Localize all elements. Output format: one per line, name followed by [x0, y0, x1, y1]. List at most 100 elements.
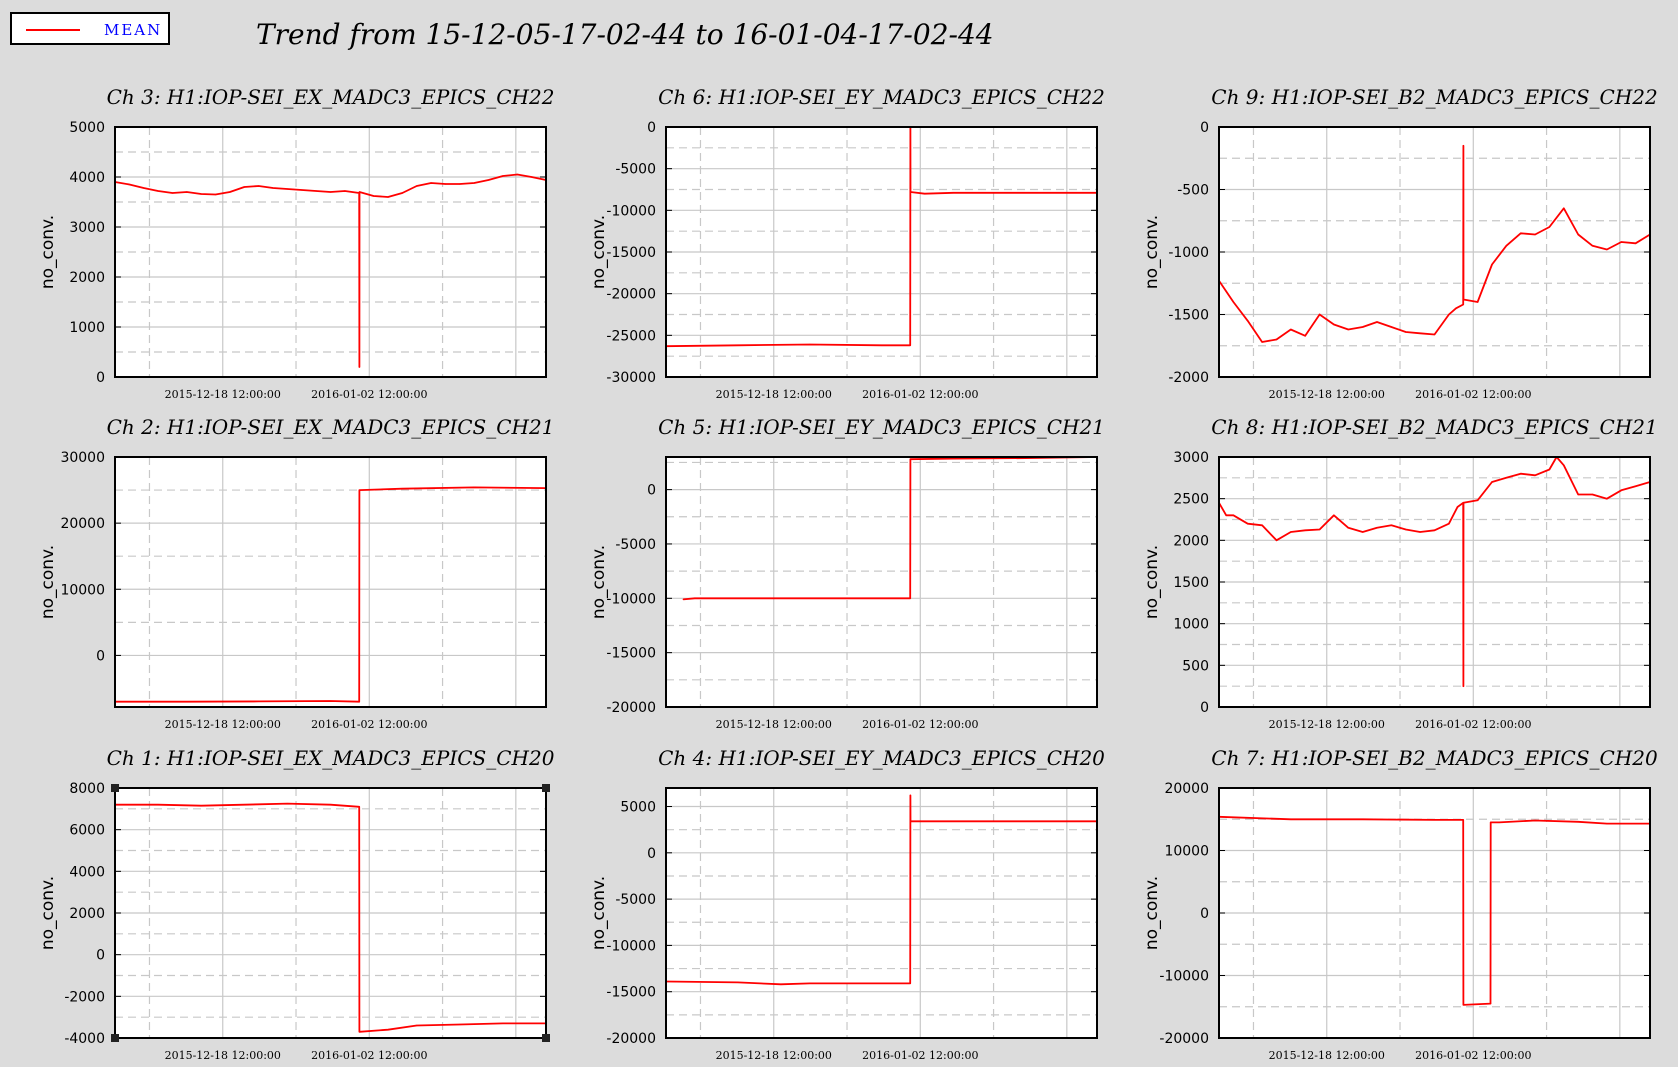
data-point: [1477, 301, 1479, 303]
data-point: [1232, 301, 1234, 303]
plot-frame: [665, 787, 1098, 1039]
data-point: [1462, 298, 1465, 301]
data-point: [157, 190, 159, 192]
data-point: [952, 458, 954, 460]
data-point: [1376, 321, 1378, 323]
chart-panel: -20000 -10000 0 10000 20000 2015-12-18 12:00:…: [1142, 746, 1658, 1062]
data-point: [1498, 821, 1500, 823]
chart-title: Ch 9: H1:IOP-SEI_B2_MADC3_EPICS_CH22: [1211, 85, 1657, 109]
y-tick-label: -10000: [1159, 969, 1209, 985]
data-point: [1024, 192, 1026, 194]
data-point: [502, 175, 504, 177]
data-point: [1620, 489, 1622, 491]
data-point: [1491, 263, 1493, 266]
data-point: [1261, 341, 1263, 343]
data-point: [358, 489, 360, 491]
data-point: [1577, 493, 1579, 496]
data-point: [1362, 326, 1364, 328]
data-point: [952, 820, 954, 822]
y-tick-label: 30000: [60, 450, 105, 466]
data-point: [143, 187, 145, 189]
data-point: [1433, 529, 1436, 531]
y-axis-label: no_conv.: [1142, 545, 1162, 619]
data-point: [1505, 245, 1507, 247]
y-tick-label: 6000: [69, 823, 105, 839]
data-point: [1477, 499, 1479, 501]
data-point: [1290, 328, 1292, 331]
data-point: [737, 597, 739, 599]
y-tick-label: 0: [647, 120, 656, 136]
x-tick-label: 2016-01-02 12:00:00: [1415, 718, 1531, 731]
data-point: [780, 983, 782, 985]
chart-title: Ch 2: H1:IOP-SEI_EX_MADC3_EPICS_CH21: [107, 415, 555, 439]
data-point: [358, 1031, 360, 1033]
data-point: [459, 183, 461, 185]
data-point: [444, 183, 447, 185]
data-point: [694, 597, 696, 599]
x-tick-label: 2015-12-18 12:00:00: [165, 718, 281, 731]
y-tick-label: -5000: [615, 537, 656, 553]
x-tick-label: 2015-12-18 12:00:00: [165, 388, 281, 401]
data-point: [1390, 524, 1392, 526]
data-point: [1275, 338, 1278, 341]
data-point: [1606, 823, 1608, 825]
data-point: [909, 191, 912, 193]
data-point: [1304, 335, 1306, 337]
y-tick-label: 20000: [60, 516, 105, 532]
x-tick-label: 2015-12-18 12:00:00: [1269, 388, 1385, 401]
data-point: [1462, 303, 1464, 306]
y-tick-label: 2000: [69, 270, 105, 286]
y-tick-label: 3000: [69, 220, 105, 236]
data-point: [1290, 531, 1292, 533]
data-point: [459, 1023, 461, 1026]
data-point: [924, 193, 926, 195]
x-tick-label: 2015-12-18 12:00:00: [1269, 1049, 1385, 1062]
y-tick-label: -500: [1177, 183, 1209, 199]
selection-handle: [542, 784, 550, 792]
data-point: [1491, 481, 1493, 483]
y-tick-label: -5000: [615, 892, 656, 908]
plot-frame: [114, 456, 547, 708]
data-point: [1376, 527, 1378, 529]
data-point: [809, 982, 811, 984]
data-point: [531, 176, 533, 178]
y-tick-label: 10000: [60, 582, 105, 598]
data-point: [1534, 233, 1536, 236]
page-title: Trend from 15-12-05-17-02-44 to 16-01-04…: [256, 18, 994, 51]
y-tick-label: 500: [1182, 658, 1209, 674]
y-tick-label: -10000: [606, 938, 656, 954]
data-point: [1318, 313, 1321, 316]
y-tick-label: 0: [1200, 700, 1209, 716]
data-point: [1591, 493, 1594, 496]
data-point: [243, 804, 245, 806]
legend: MEAN: [10, 12, 170, 45]
chart-panel: -2000 -1500 -1000 -500 0 2015-12-18 12:00:00 2…: [1142, 85, 1658, 401]
chart-panel: 0 500 1000 1500 2000 2500 3000 2015-12-18 12:00…: [1142, 415, 1658, 731]
data-point: [1290, 818, 1292, 820]
data-point: [344, 190, 346, 192]
y-tick-label: -10000: [606, 591, 656, 607]
data-point: [880, 597, 883, 599]
x-tick-label: 2016-01-02 12:00:00: [862, 388, 978, 401]
data-point: [358, 191, 361, 193]
data-point: [286, 803, 288, 805]
y-axis-label: no_conv.: [589, 215, 609, 289]
data-point: [1304, 529, 1306, 531]
data-point: [1534, 819, 1536, 822]
y-tick-label: 3000: [1173, 450, 1209, 466]
x-tick-label: 2015-12-18 12:00:00: [1269, 718, 1385, 731]
data-point: [516, 173, 518, 176]
chart-title: Ch 5: H1:IOP-SEI_EY_MADC3_EPICS_CH21: [658, 415, 1105, 439]
data-point: [502, 1022, 504, 1025]
y-tick-label: -20000: [606, 700, 656, 716]
data-point: [373, 195, 375, 197]
plot-area: [115, 457, 546, 707]
y-tick-label: 0: [1200, 120, 1209, 136]
y-axis-label: no_conv.: [38, 876, 58, 950]
data-point: [1534, 474, 1536, 476]
selection-handle: [542, 1034, 550, 1042]
selection-handle: [111, 784, 119, 792]
data-point: [286, 188, 288, 190]
y-tick-label: 2500: [1173, 492, 1209, 508]
y-tick-label: -20000: [606, 1031, 656, 1047]
